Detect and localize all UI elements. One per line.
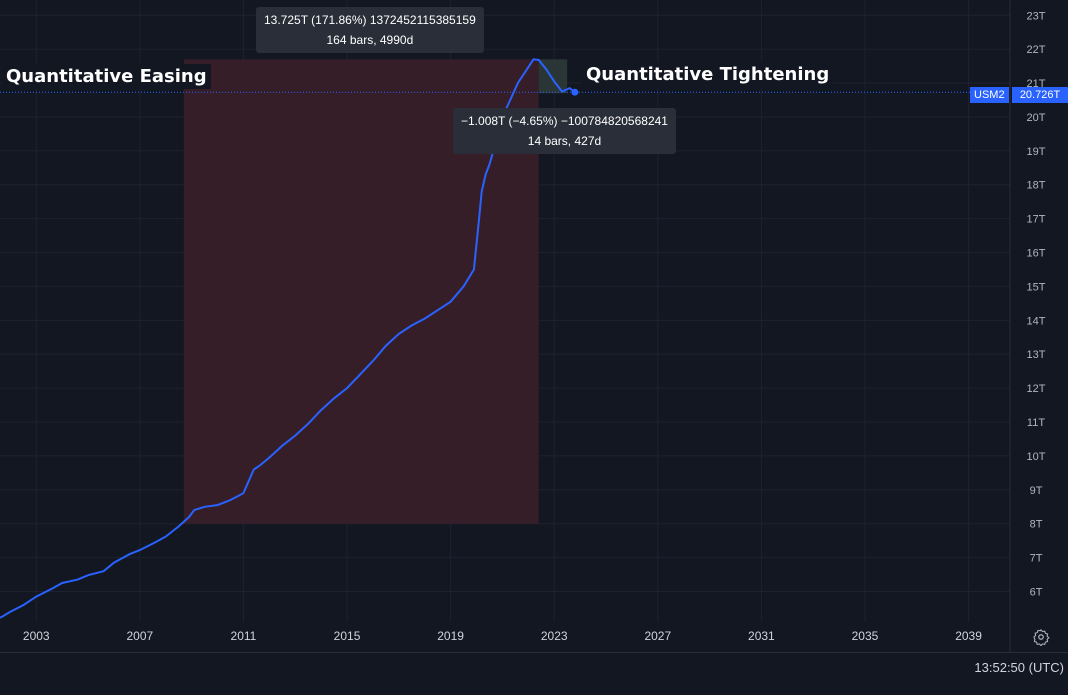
y-tick-label: 10T (1027, 451, 1046, 463)
x-tick-label: 2039 (955, 629, 982, 643)
x-tick-label: 2035 (852, 629, 879, 643)
y-tick-label: 20T (1027, 112, 1046, 124)
last-value-badge: 20.726T (1012, 87, 1068, 103)
tightening-label: Quantitative Tightening (582, 62, 834, 87)
usm2-series-line (0, 58, 576, 619)
measure-bars-text: 164 bars, 4990d (326, 33, 414, 47)
x-tick-label: 2015 (334, 629, 361, 643)
y-tick-label: 7T (1030, 553, 1043, 565)
y-tick-label: 15T (1027, 281, 1046, 293)
utc-time[interactable]: 13:52:50 (UTC) (974, 660, 1064, 675)
gear-icon[interactable] (1032, 628, 1050, 646)
symbol-badge: USM2 (970, 87, 1009, 103)
x-tick-label: 2023 (541, 629, 568, 643)
y-tick-label: 11T (1027, 417, 1045, 429)
y-tick-label: 12T (1027, 383, 1046, 395)
y-tick-label: 22T (1027, 44, 1046, 56)
last-value-dot (571, 88, 579, 96)
y-tick-label: 6T (1030, 586, 1043, 598)
y-tick-label: 9T (1030, 485, 1043, 497)
measure-bars-text: 14 bars, 427d (527, 134, 602, 148)
measure-change-text: 13.725T (171.86%) 1372452115385159 (264, 13, 476, 27)
y-tick-label: 23T (1027, 10, 1046, 22)
time-bar (0, 652, 1068, 695)
x-tick-label: 2027 (644, 629, 671, 643)
easing-label: Quantitative Easing (2, 64, 211, 89)
y-tick-label: 8T (1030, 519, 1043, 531)
y-tick-label: 14T (1027, 315, 1046, 327)
x-axis: 2003 2007 2011 2015 2019 2023 2027 2031 2035 2039 (23, 629, 982, 643)
x-tick-label: 2019 (437, 629, 464, 643)
y-tick-label: 17T (1027, 214, 1046, 226)
y-axis: 6T 7T 8T 9T 10T 11T 12T 13T 14T 15T 16T 17T 18T 19T 20… (1027, 10, 1046, 598)
measure-tooltip-easing: 13.725T (171.86%) 1372452115385159 164 b… (256, 7, 484, 53)
measure-tooltip-tightening: −1.008T (−4.65%) −100784820568241 14 bar… (453, 108, 676, 154)
x-tick-label: 2031 (748, 629, 775, 643)
measure-change-text: −1.008T (−4.65%) −100784820568241 (461, 114, 668, 128)
x-tick-label: 2003 (23, 629, 50, 643)
y-tick-label: 13T (1027, 349, 1046, 361)
y-tick-label: 19T (1027, 146, 1046, 158)
x-tick-label: 2011 (231, 629, 257, 643)
y-tick-label: 16T (1027, 248, 1046, 260)
x-tick-label: 2007 (126, 629, 153, 643)
y-tick-label: 18T (1027, 180, 1046, 192)
